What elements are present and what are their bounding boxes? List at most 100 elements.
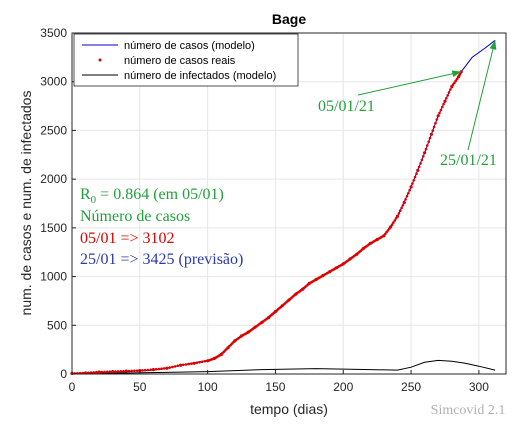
data-point-real-cases	[100, 370, 104, 374]
data-point-real-cases	[108, 370, 112, 374]
y-tick-label: 2500	[40, 123, 67, 137]
x-axis-label: tempo (dias)	[250, 401, 328, 417]
data-point-real-cases	[435, 118, 439, 121]
data-point-real-cases	[450, 85, 454, 89]
cases-heading: Número de casos	[80, 208, 190, 225]
data-point-real-cases	[200, 360, 204, 364]
data-point-real-cases	[119, 370, 123, 373]
data-point-real-cases	[114, 370, 117, 373]
annotations: R0 = 0.864 (em 05/01) Número de casos 05…	[80, 40, 497, 268]
chart-title: Bage	[272, 11, 306, 27]
x-tick-label: 250	[401, 380, 421, 394]
data-point-real-cases	[405, 195, 409, 198]
r0-value: = 0.864 (em 05/01)	[96, 186, 224, 203]
data-point-real-cases	[397, 212, 401, 215]
data-point-real-cases	[87, 371, 90, 375]
date-label-2: 25/01/21	[440, 152, 497, 169]
r0-subscript: 0	[91, 194, 97, 206]
real-cases-line: 05/01 => 3102	[80, 230, 175, 247]
y-tick-label: 3500	[40, 26, 67, 40]
data-point-real-cases	[390, 223, 394, 226]
data-point-real-cases	[143, 368, 147, 372]
data-point-real-cases	[111, 370, 115, 374]
arrow-date-1	[357, 71, 462, 96]
data-point-real-cases	[95, 370, 98, 374]
data-point-real-cases	[168, 366, 171, 369]
data-point-real-cases	[176, 364, 180, 368]
arrow-date-1-head	[451, 70, 462, 78]
plot-background	[72, 33, 506, 374]
x-tick-label: 50	[133, 380, 147, 394]
x-tick-label: 150	[265, 380, 285, 394]
legend-label-real: número de casos reais	[124, 55, 236, 67]
data-point-real-cases	[124, 369, 128, 373]
data-point-real-cases	[389, 225, 393, 229]
data-point-real-cases	[400, 206, 403, 210]
data-point-real-cases	[146, 368, 150, 372]
data-point-real-cases	[412, 179, 416, 182]
y-tick-label: 1500	[40, 221, 67, 235]
data-point-real-cases	[135, 369, 139, 373]
series-line-numero-de-infectados-modelo	[71, 359, 496, 374]
data-point-real-cases	[187, 362, 190, 366]
y-tick-label: 1000	[40, 270, 67, 284]
data-point-real-cases	[404, 198, 407, 201]
data-point-real-cases	[141, 369, 144, 372]
data-point-real-cases	[420, 158, 424, 162]
data-point-real-cases	[417, 165, 421, 169]
legend-label-infected: número de infectados (modelo)	[124, 70, 276, 82]
forecast-line: 25/01 => 3425 (previsão)	[80, 251, 243, 268]
data-point-real-cases	[408, 188, 412, 192]
data-point-real-cases	[439, 108, 443, 112]
data-point-real-cases	[392, 221, 395, 224]
watermark: Simcovid 2.1	[431, 403, 506, 418]
data-point-real-cases	[178, 363, 183, 367]
data-point-real-cases	[402, 200, 406, 205]
data-point-real-cases	[434, 121, 437, 125]
r0-prefix: R	[80, 186, 91, 203]
data-point-real-cases	[386, 229, 390, 232]
data-point-real-cases	[426, 144, 429, 147]
ticks: 0 50 100 150 200 250 3000500100015002000250030…	[40, 26, 489, 394]
legend: número de casos (modelo) número de casos…	[73, 33, 299, 87]
data-point-real-cases	[427, 140, 431, 143]
r0-annotation: R0 = 0.864 (em 05/01)	[80, 186, 224, 206]
data-point-real-cases	[162, 367, 166, 370]
date-label-1: 05/01/21	[318, 98, 375, 115]
data-point-real-cases	[198, 361, 201, 364]
data-point-real-cases	[398, 209, 402, 212]
y-tick-label: 500	[47, 318, 67, 332]
y-tick-label: 3000	[40, 75, 67, 89]
data-point-real-cases	[416, 168, 420, 172]
data-point-real-cases	[130, 369, 133, 373]
data-point-real-cases	[422, 155, 425, 158]
data-point-real-cases	[190, 362, 193, 366]
data-point-real-cases	[149, 368, 152, 372]
data-point-real-cases	[154, 368, 158, 371]
data-point-real-cases	[446, 94, 450, 97]
x-tick-label: 0	[69, 380, 76, 394]
legend-label-model: número de casos (modelo)	[124, 40, 255, 52]
data-point-real-cases	[151, 368, 155, 372]
data-point-real-cases	[165, 366, 169, 370]
data-point-real-cases	[449, 88, 452, 91]
data-point-real-cases	[419, 162, 422, 165]
data-point-real-cases	[122, 369, 125, 373]
data-point-real-cases	[384, 232, 387, 236]
data-point-real-cases	[428, 136, 432, 140]
data-point-real-cases	[429, 132, 433, 136]
data-point-real-cases	[393, 219, 397, 222]
data-point-real-cases	[195, 361, 199, 365]
data-point-real-cases	[133, 369, 136, 373]
legend-box	[73, 33, 299, 87]
x-tick-label: 100	[198, 380, 218, 394]
data-point-real-cases	[432, 125, 436, 129]
data-point-real-cases	[431, 129, 435, 132]
data-point-real-cases	[454, 79, 458, 82]
data-point-real-cases	[116, 370, 120, 373]
data-point-real-cases	[443, 99, 447, 103]
data-point-real-cases	[160, 367, 163, 371]
data-point-real-cases	[447, 91, 451, 94]
data-point-real-cases	[436, 114, 440, 118]
